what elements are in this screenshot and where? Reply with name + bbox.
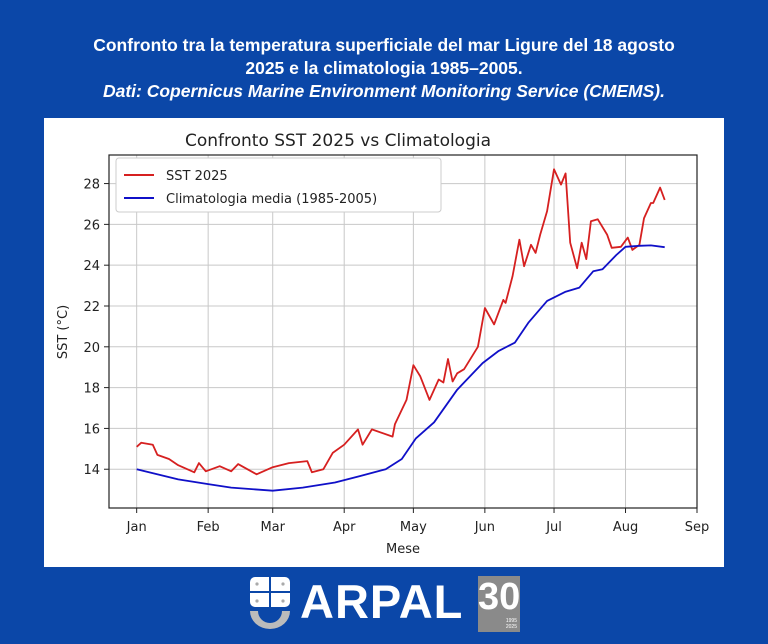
legend-label-sst: SST 2025	[166, 169, 228, 184]
x-tick-label: Apr	[333, 520, 356, 535]
legend-label-climatology: Climatologia media (1985-2005)	[166, 192, 377, 207]
title-line-2: 2025 e la climatologia 1985–2005.	[245, 58, 523, 78]
legend: SST 2025 Climatologia media (1985-2005)	[115, 157, 442, 213]
badge-year-start: 1995	[505, 618, 517, 624]
y-tick-label: 16	[83, 422, 100, 437]
x-tick-label: Feb	[197, 520, 220, 535]
data-source: Dati: Copernicus Marine Environment Moni…	[102, 81, 665, 101]
x-axis-label: Mese	[386, 542, 420, 557]
y-tick-label: 18	[83, 382, 100, 397]
legend-box	[115, 157, 442, 213]
liguria-shield-icon	[250, 577, 290, 629]
y-tick-label: 22	[83, 300, 100, 315]
x-tick-label: Aug	[613, 520, 638, 535]
logo-text: ARPAL	[300, 575, 464, 628]
chart-title: Confronto SST 2025 vs Climatologia	[185, 131, 491, 151]
x-tick-label: May	[400, 520, 427, 535]
ticks: Jan Feb Mar Apr May Jun Jul Aug Sep 14 16 18 20 22 24 2…	[83, 178, 709, 535]
page-header: Confronto tra la temperatura superficial…	[0, 34, 768, 103]
badge-number: 30	[478, 576, 521, 618]
badge-years: 1995 2025	[478, 618, 517, 632]
sst-chart: Jan Feb Mar Apr May Jun Jul Aug Sep 14 16 18 20 22 24 2…	[56, 131, 709, 557]
series-lines	[136, 168, 666, 492]
climatology-line	[136, 244, 665, 492]
badge-year-end: 2025	[505, 624, 517, 630]
x-tick-label: Jul	[545, 520, 562, 535]
x-tick-label: Jan	[126, 520, 147, 535]
y-axis-label: SST (°C)	[56, 305, 71, 359]
sst-2025-line	[136, 168, 666, 476]
title-line-1: Confronto tra la temperatura superficial…	[93, 35, 675, 55]
y-tick-label: 24	[83, 259, 100, 274]
arpal-logo: ARPAL 30 1995 2025	[246, 574, 526, 634]
x-tick-label: Sep	[685, 520, 710, 535]
anniversary-badge: 30 1995 2025	[478, 576, 520, 632]
x-tick-label: Jun	[474, 520, 495, 535]
chart-panel: Jan Feb Mar Apr May Jun Jul Aug Sep 14 16 18 20 22 24 2…	[44, 118, 724, 567]
y-tick-label: 14	[83, 463, 100, 478]
y-tick-label: 20	[83, 341, 100, 356]
axes-frame	[108, 154, 698, 509]
y-tick-label: 28	[83, 178, 100, 193]
y-tick-label: 26	[83, 218, 100, 233]
x-tick-label: Mar	[260, 520, 285, 535]
